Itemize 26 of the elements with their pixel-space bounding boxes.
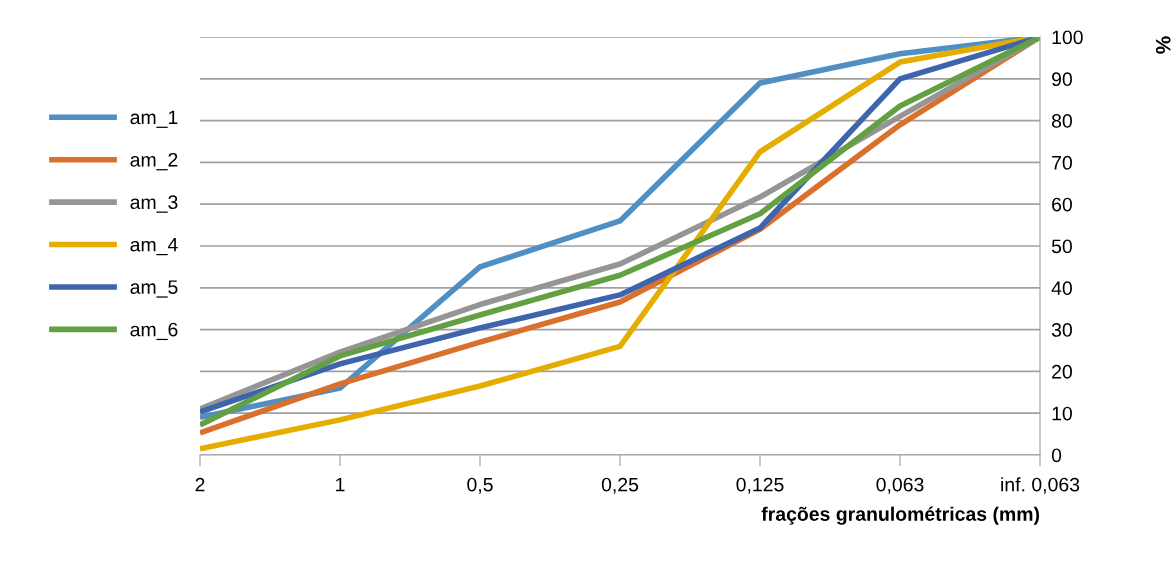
x-tick-label: 1: [336, 477, 345, 492]
x-axis-title: frações granulométricas (mm): [761, 506, 1040, 525]
y-tick-label: 70: [1052, 155, 1072, 170]
x-tick-label: 0,125: [736, 477, 784, 494]
legend-label: am_5: [130, 280, 178, 298]
y-tick-label: 0: [1051, 448, 1062, 463]
x-tick-label: 2: [195, 477, 205, 492]
x-tick-label: 0,063: [876, 477, 924, 494]
legend-label: am_3: [130, 195, 178, 213]
y-tick-label: 80: [1051, 114, 1072, 128]
y-tick-label: 100: [1052, 30, 1083, 45]
y-tick-label: 30: [1051, 323, 1072, 337]
y-axis-title: %: [1155, 36, 1171, 54]
legend-label: am_2: [130, 152, 178, 171]
y-tick-label: 60: [1052, 197, 1072, 212]
x-tick-label: inf. 0,063: [1001, 477, 1080, 494]
y-tick-label: 20: [1052, 364, 1072, 379]
legend-label: am_4: [130, 237, 178, 256]
x-tick-label: 0,5: [467, 477, 493, 494]
y-tick-label: 10: [1052, 406, 1072, 421]
legend-label: am_1: [130, 110, 178, 128]
y-tick-label: 90: [1052, 72, 1072, 87]
x-tick-label: 0,25: [601, 477, 639, 494]
y-tick-label: 50: [1051, 239, 1072, 254]
y-tick-label: 40: [1051, 281, 1072, 296]
legend-label: am_6: [130, 322, 178, 341]
